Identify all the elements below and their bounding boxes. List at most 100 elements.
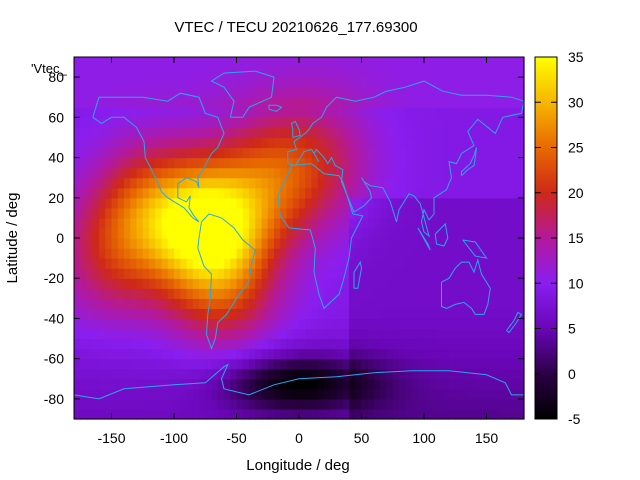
heatmap-cell — [355, 77, 363, 88]
heatmap-cell — [386, 238, 394, 249]
heatmap-cell — [467, 187, 475, 199]
heatmap-cell — [461, 268, 469, 279]
heatmap-cell — [474, 157, 481, 169]
heatmap-cell — [74, 378, 81, 390]
heatmap-cell — [130, 167, 138, 179]
heatmap-cell — [111, 388, 119, 400]
heatmap-cell — [149, 408, 156, 420]
heatmap-cell — [111, 147, 119, 159]
heatmap-cell — [336, 378, 344, 390]
heatmap-cell — [255, 207, 263, 219]
heatmap-cell — [142, 388, 150, 400]
heatmap-cell — [517, 258, 525, 269]
heatmap-cell — [517, 278, 525, 289]
heatmap-cell — [211, 388, 219, 400]
heatmap-cell — [430, 227, 438, 239]
heatmap-cell — [192, 238, 200, 249]
heatmap-cell — [517, 238, 525, 249]
heatmap-cell — [292, 288, 300, 299]
heatmap-cell — [167, 378, 175, 390]
heatmap-cell — [336, 157, 344, 169]
heatmap-cell — [380, 117, 388, 128]
heatmap-cell — [261, 67, 269, 78]
heatmap-cell — [299, 328, 306, 340]
heatmap-cell — [505, 408, 513, 420]
heatmap-cell — [136, 348, 144, 360]
heatmap-cell — [442, 238, 450, 249]
heatmap-cell — [305, 388, 313, 400]
heatmap-cell — [274, 157, 281, 169]
heatmap-cell — [111, 97, 119, 108]
heatmap-cell — [74, 278, 81, 289]
heatmap-cell — [411, 157, 419, 169]
heatmap-cell — [180, 87, 188, 98]
heatmap-cell — [324, 268, 331, 279]
heatmap-cell — [455, 97, 463, 108]
heatmap-cell — [180, 388, 188, 400]
heatmap-cell — [174, 308, 181, 320]
heatmap-cell — [167, 187, 175, 199]
heatmap-cell — [224, 318, 231, 330]
heatmap-cell — [380, 338, 388, 350]
heatmap-cell — [205, 97, 213, 108]
heatmap-cell — [455, 358, 463, 370]
heatmap-cell — [342, 137, 350, 149]
heatmap-cell — [349, 388, 356, 400]
heatmap-cell — [367, 378, 375, 390]
heatmap-cell — [80, 258, 88, 269]
heatmap-cell — [367, 268, 375, 279]
heatmap-cell — [230, 348, 238, 360]
heatmap-cell — [442, 298, 450, 309]
heatmap-cell — [299, 207, 306, 219]
heatmap-cell — [367, 87, 375, 98]
heatmap-cell — [142, 177, 150, 189]
heatmap-cell — [117, 368, 125, 380]
heatmap-cell — [349, 77, 356, 88]
heatmap-cell — [255, 368, 263, 380]
heatmap-cell — [411, 137, 419, 149]
heatmap-cell — [417, 117, 425, 128]
heatmap-cell — [155, 328, 163, 340]
heatmap-cell — [249, 368, 256, 380]
heatmap-cell — [236, 268, 244, 279]
heatmap-cell — [317, 67, 325, 78]
heatmap-cell — [380, 147, 388, 159]
heatmap-cell — [417, 147, 425, 159]
heatmap-cell — [367, 117, 375, 128]
heatmap-cell — [424, 368, 431, 380]
heatmap-cell — [174, 348, 181, 360]
heatmap-cell — [186, 207, 194, 219]
heatmap-cell — [105, 187, 113, 199]
heatmap-cell — [224, 388, 231, 400]
heatmap-cell — [424, 207, 431, 219]
heatmap-cell — [124, 137, 131, 149]
heatmap-cell — [280, 408, 288, 420]
heatmap-cell — [236, 348, 244, 360]
heatmap-cell — [274, 298, 281, 309]
heatmap-cell — [205, 117, 213, 128]
heatmap-cell — [99, 338, 106, 350]
heatmap-cell — [392, 157, 400, 169]
heatmap-cell — [205, 298, 213, 309]
heatmap-cell — [336, 248, 344, 259]
heatmap-cell — [117, 318, 125, 330]
heatmap-cell — [355, 117, 363, 128]
heatmap-cell — [230, 227, 238, 239]
heatmap-cell — [149, 117, 156, 128]
heatmap-cell — [317, 408, 325, 420]
heatmap-cell — [199, 107, 206, 118]
heatmap-cell — [511, 358, 519, 370]
heatmap-cell — [117, 77, 125, 88]
heatmap-cell — [167, 238, 175, 249]
heatmap-cell — [492, 117, 500, 128]
heatmap-cell — [349, 318, 356, 330]
heatmap-cell — [399, 328, 406, 340]
heatmap-cell — [380, 318, 388, 330]
heatmap-cell — [405, 368, 413, 380]
heatmap-cell — [274, 137, 281, 149]
heatmap-cell — [430, 67, 438, 78]
heatmap-cell — [267, 328, 275, 340]
heatmap-cell — [330, 217, 338, 229]
heatmap-cell — [236, 258, 244, 269]
